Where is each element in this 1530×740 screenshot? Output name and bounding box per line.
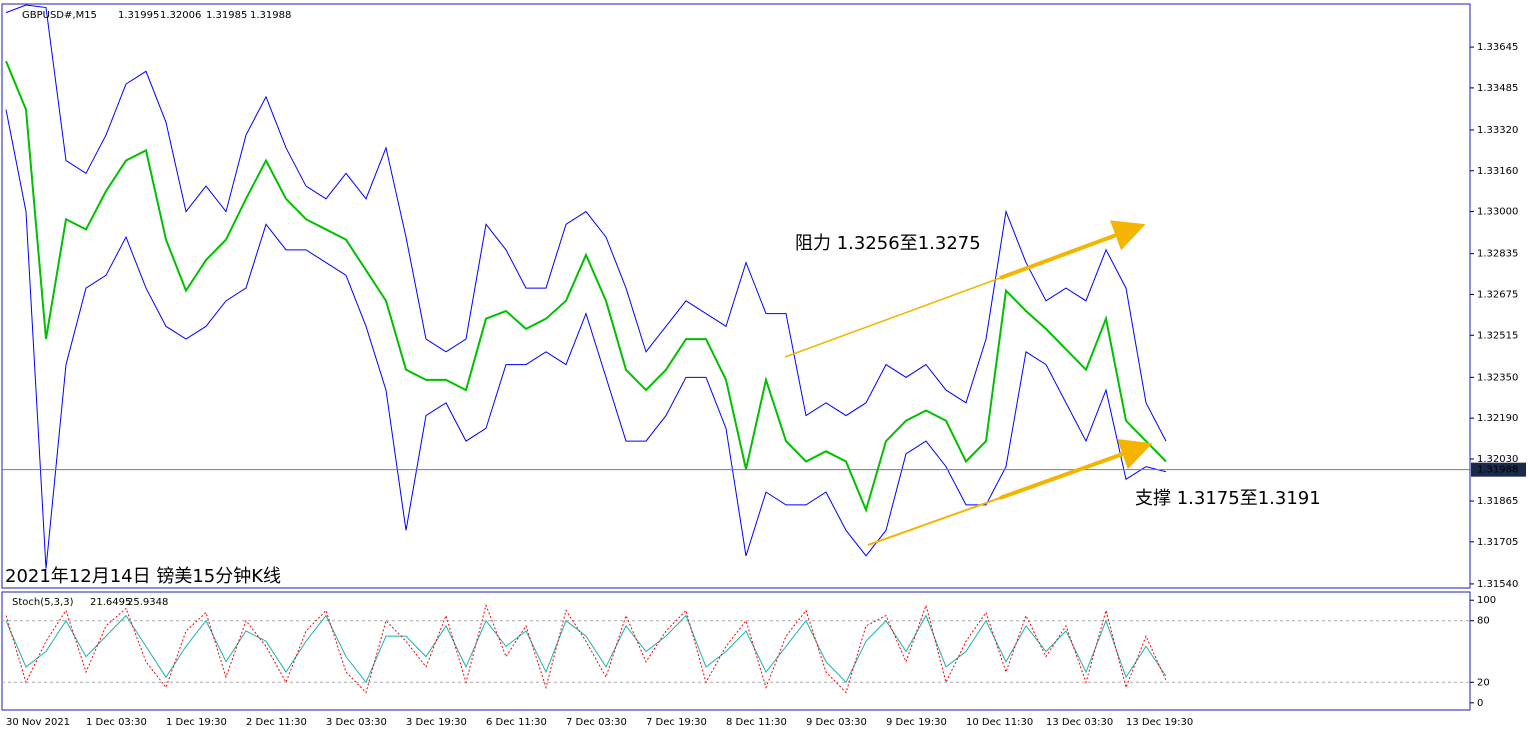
x-tick-label: 7 Dec 03:30 xyxy=(566,717,627,728)
y-tick-label: 1.32515 xyxy=(1477,330,1518,341)
resistance-label: 阻力 1.3256至1.3275 xyxy=(795,233,981,254)
x-tick-label: 3 Dec 03:30 xyxy=(326,717,387,728)
last-price-box xyxy=(1471,462,1526,477)
y-tick-label: 1.33320 xyxy=(1477,125,1518,136)
chart-title: 2021年12月14日 镑美15分钟K线 xyxy=(5,566,281,587)
price-line xyxy=(5,109,1167,569)
x-tick-label: 3 Dec 19:30 xyxy=(406,717,467,728)
y-tick-label: 80 xyxy=(1477,616,1490,627)
stoch-frame xyxy=(1,591,1471,711)
support-label: 支撑 1.3175至1.3191 xyxy=(1135,488,1321,509)
x-tick-label: 9 Dec 03:30 xyxy=(806,717,867,728)
x-tick-label: 30 Nov 2021 xyxy=(6,717,70,728)
low: 1.31985 xyxy=(206,10,247,21)
stoch-main: 21.6495 xyxy=(90,597,131,608)
resistance-arrow xyxy=(999,220,1146,280)
y-tick-label: 1.33645 xyxy=(1477,42,1518,53)
price-line xyxy=(5,60,1167,513)
open: 1.31995 xyxy=(118,10,159,21)
x-tick-label: 13 Dec 03:30 xyxy=(1046,717,1113,728)
y-tick-label: 1.33000 xyxy=(1477,207,1518,218)
y-tick-label: 1.32350 xyxy=(1477,372,1518,383)
y-tick-label: 20 xyxy=(1477,677,1490,688)
y-tick-label: 1.33160 xyxy=(1477,166,1518,177)
y-tick-label: 1.32835 xyxy=(1477,249,1518,260)
x-tick-label: 1 Dec 19:30 xyxy=(166,717,227,728)
y-tick-label: 1.31705 xyxy=(1477,537,1518,548)
last-price-label: 1.31988 xyxy=(1477,465,1518,476)
stoch-line xyxy=(5,603,1167,694)
x-tick-label: 7 Dec 19:30 xyxy=(646,717,707,728)
resistance-line xyxy=(784,277,1001,358)
stoch-name: Stoch(5,3,3) xyxy=(12,597,74,608)
y-tick-label: 1.32030 xyxy=(1477,454,1518,465)
x-tick-label: 2 Dec 11:30 xyxy=(246,717,307,728)
close: 1.31988 xyxy=(250,10,291,21)
support-arrow xyxy=(999,439,1153,500)
y-tick-label: 100 xyxy=(1477,595,1496,606)
y-tick-label: 1.33485 xyxy=(1477,83,1518,94)
x-tick-label: 9 Dec 19:30 xyxy=(886,717,947,728)
y-tick-label: 1.31865 xyxy=(1477,496,1518,507)
plot: 30 Nov 2021 1 Dec 03:30 1 Dec 19:30 2 Dec 1… xyxy=(2,4,1526,728)
symbol: GBPUSD#,M15 xyxy=(22,10,97,21)
y-tick-label: 1.31540 xyxy=(1477,579,1518,590)
x-tick-label: 1 Dec 03:30 xyxy=(86,717,147,728)
y-tick-label: 1.32675 xyxy=(1477,289,1518,300)
x-tick-label: 6 Dec 11:30 xyxy=(486,717,547,728)
price-line xyxy=(5,4,1167,442)
x-tick-label: 10 Dec 11:30 xyxy=(966,717,1033,728)
high: 1.32006 xyxy=(160,10,201,21)
x-tick-label: 8 Dec 11:30 xyxy=(726,717,787,728)
y-tick-label: 0 xyxy=(1477,698,1483,709)
support-line xyxy=(867,497,1001,546)
stoch-signal: 25.9348 xyxy=(127,597,168,608)
stoch-line xyxy=(5,614,1167,684)
y-tick-label: 1.32190 xyxy=(1477,413,1518,424)
x-tick-label: 13 Dec 19:30 xyxy=(1126,717,1193,728)
